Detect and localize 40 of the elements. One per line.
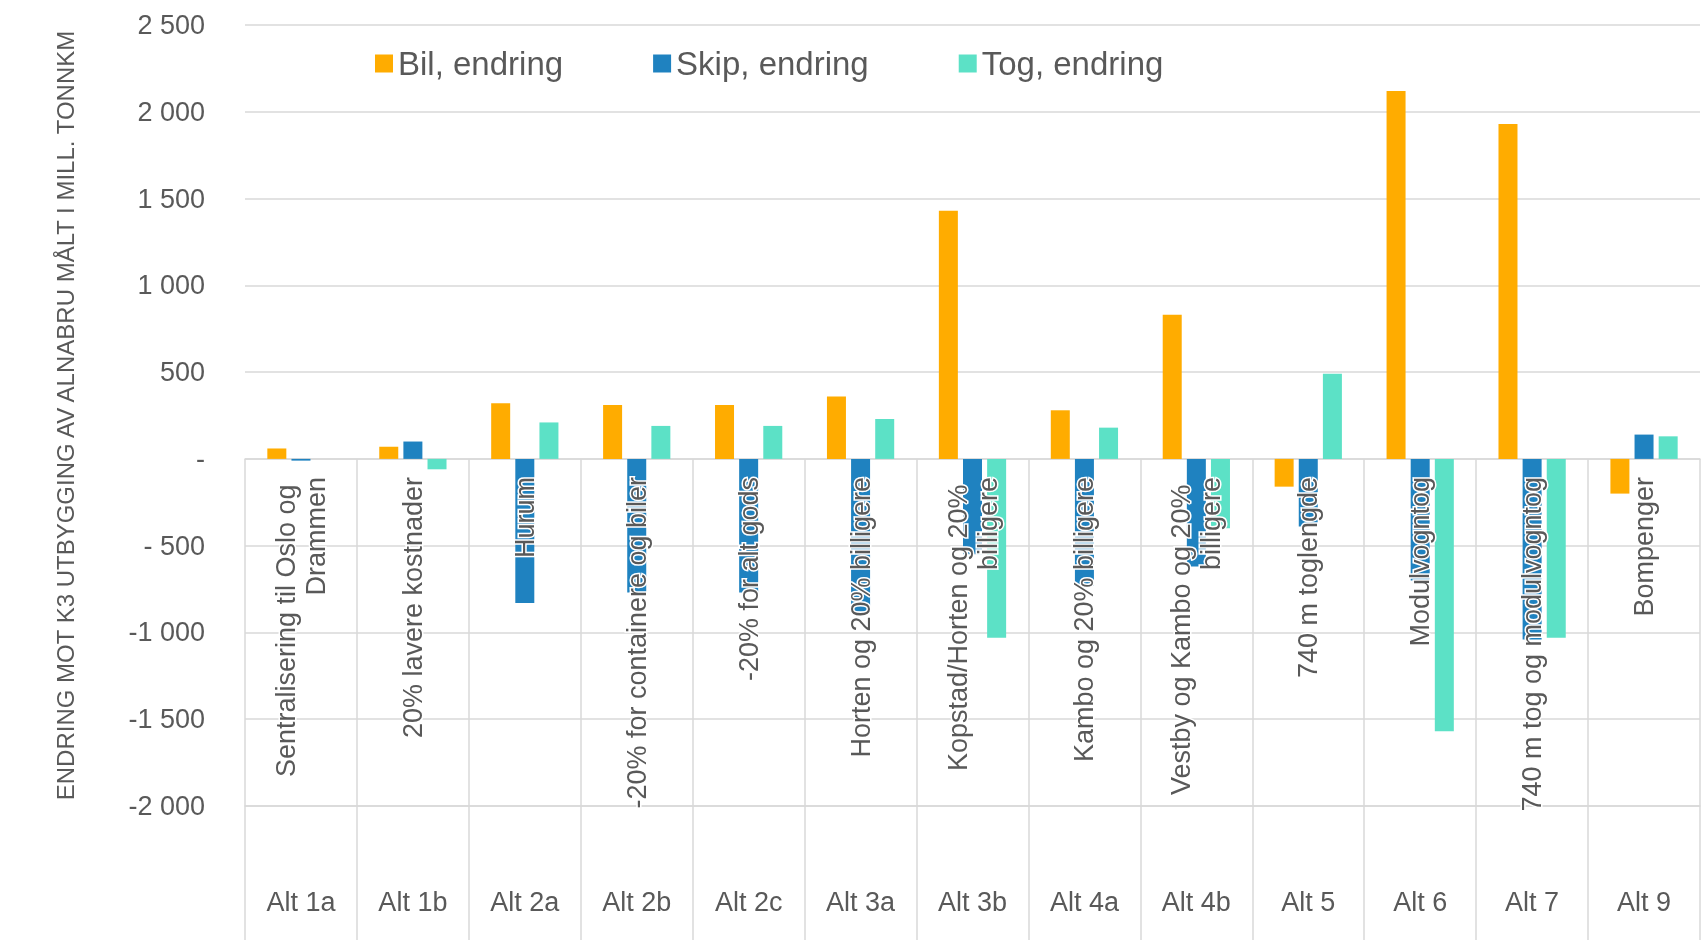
y-tick-label: -2 000 (128, 791, 205, 821)
annotation: 20% lavere kostnader (397, 476, 428, 739)
legend-label: Tog, endring (981, 45, 1164, 82)
y-tick-label: -1 000 (128, 617, 205, 648)
x-tick-label: Alt 9 (1617, 886, 1672, 917)
y-axis-title: ENDRING MOT K3 UTBYGGING AV ALNABRU MÅLT I MILL. TONNKM (51, 30, 79, 801)
x-tick-label: Alt 3a (826, 886, 897, 917)
x-tick-label: Alt 5 (1281, 886, 1336, 917)
x-tick-label: Alt 2c (714, 886, 783, 917)
annotation: 740 m tog og modulvogntog (1517, 476, 1548, 812)
annotation: Horten og 20% billigere (845, 476, 876, 758)
y-tick-label: - 500 (143, 530, 205, 561)
y-tick-label: 1 500 (137, 183, 205, 214)
x-tick-label: Alt 1b (378, 886, 448, 917)
annotation: -20% for alt gods (733, 476, 764, 681)
legend-label: Bil, endring (398, 45, 564, 82)
annotation: Kopstad/Horten og 20% billigere (942, 476, 1003, 772)
legend-label: Skip, endring (676, 45, 869, 82)
y-tick-label: 2 500 (137, 10, 205, 40)
annotation: Bompenger (1629, 476, 1660, 617)
x-tick-label: Alt 4a (1049, 886, 1120, 917)
x-tick-label: Alt 7 (1505, 886, 1560, 917)
annotation: Modulvogntog (1405, 476, 1436, 647)
x-tick-label: Alt 2b (602, 886, 672, 917)
x-tick-label: Alt 2a (490, 886, 561, 917)
y-tick-label: 2 000 (137, 96, 205, 127)
y-tick-label: - (196, 443, 205, 474)
y-tick-label: -1 500 (128, 704, 205, 735)
x-tick-label: Alt 4b (1161, 886, 1231, 917)
x-tick-label: Alt 3b (937, 886, 1008, 917)
x-tick-label: Alt 6 (1393, 886, 1448, 917)
annotation: Kambo og 20% billigere (1069, 476, 1100, 763)
y-tick-label: 1 000 (137, 270, 205, 301)
annotation: Sentralisering til Oslo og Drammen (270, 476, 331, 778)
annotation: Vestby og Kambo og 20% billigere (1166, 476, 1227, 796)
annotation: Hurum (509, 476, 540, 558)
annotation: -20% for containere og biler (621, 476, 652, 809)
x-tick-label: Alt 1a (266, 886, 337, 917)
y-tick-label: 500 (159, 357, 205, 388)
annotation: 740 m toglengde (1293, 476, 1324, 679)
